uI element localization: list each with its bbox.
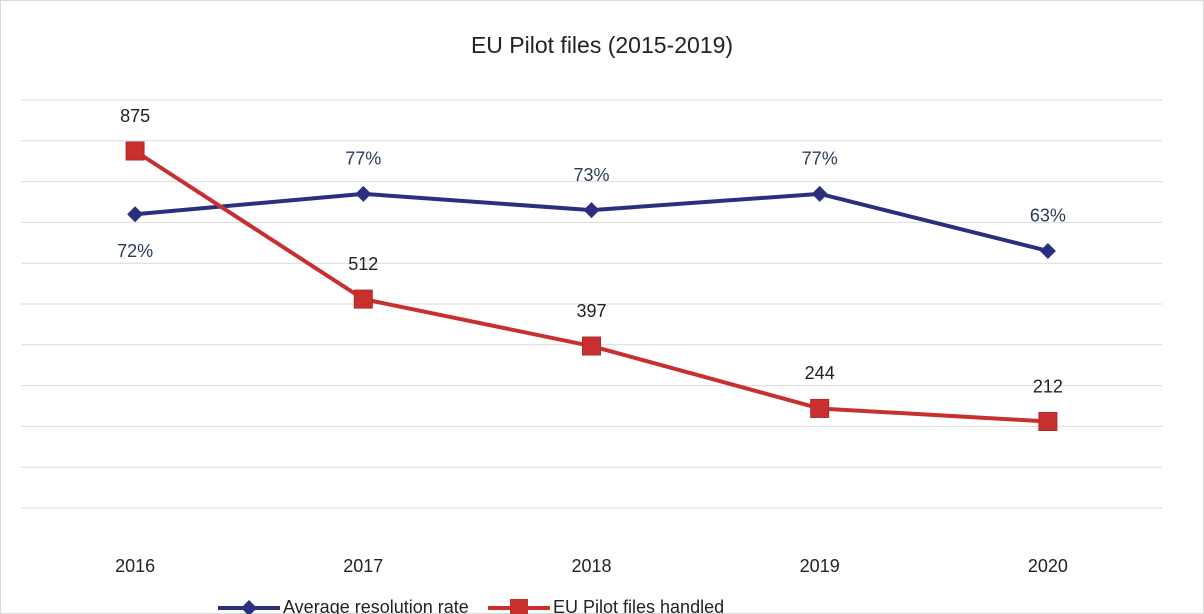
marker <box>811 185 828 202</box>
data-label: 77% <box>802 149 838 169</box>
data-label: 875 <box>120 106 150 126</box>
marker <box>582 336 601 356</box>
legend-marker <box>241 600 257 614</box>
data-label: 73% <box>573 165 609 185</box>
marker <box>353 289 373 309</box>
data-label: 63% <box>1030 206 1066 226</box>
marker <box>810 398 830 418</box>
legend-marker <box>510 599 528 614</box>
data-label: 512 <box>348 254 378 274</box>
marker <box>1038 412 1058 432</box>
marker <box>125 141 145 161</box>
x-tick-label: 2019 <box>800 556 840 576</box>
marker <box>1039 242 1056 259</box>
data-label: 77% <box>345 149 381 169</box>
marker <box>127 206 144 223</box>
data-label: 72% <box>117 241 153 261</box>
data-label: 212 <box>1033 376 1063 396</box>
marker <box>355 185 372 202</box>
data-label: 244 <box>805 363 835 383</box>
x-tick-label: 2016 <box>115 556 155 576</box>
x-tick-label: 2017 <box>343 556 383 576</box>
marker <box>583 202 600 219</box>
chart-title: EU Pilot files (2015-2019) <box>471 32 733 58</box>
legend-label: Average resolution rate <box>283 597 469 614</box>
x-tick-label: 2018 <box>571 556 611 576</box>
x-tick-label: 2020 <box>1028 556 1068 576</box>
legend-label: EU Pilot files handled <box>553 597 724 614</box>
data-label: 397 <box>576 301 606 321</box>
